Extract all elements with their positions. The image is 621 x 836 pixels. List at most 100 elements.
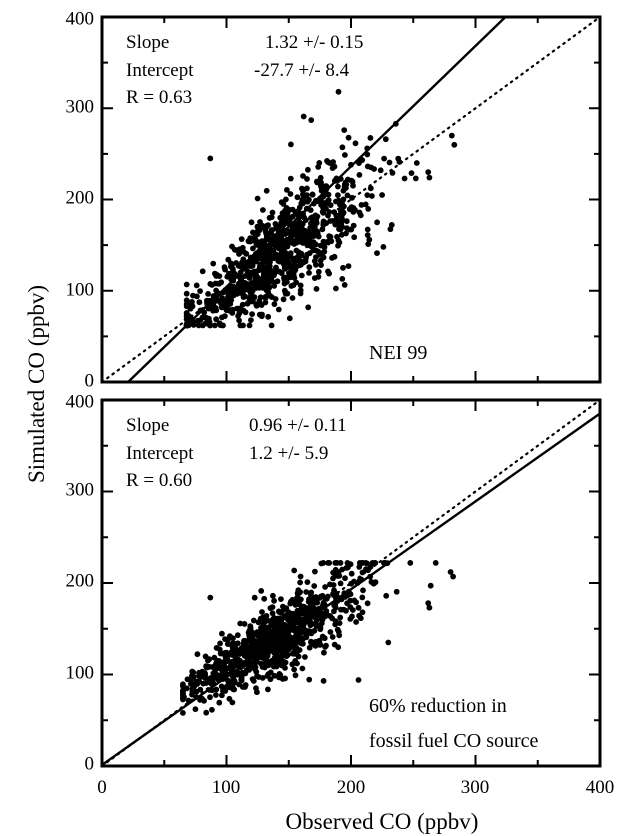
panel-top-ytick-0: 0 [85,370,95,391]
data-point [216,646,223,653]
data-point [264,617,271,624]
data-point [286,315,293,322]
data-point [285,208,291,215]
panel-top-annotation: NEI 99 [369,342,427,364]
data-point [258,632,265,639]
data-point [249,311,256,317]
data-point [237,620,244,627]
data-point [296,262,303,269]
data-point [272,221,279,227]
data-point [256,643,262,650]
data-point [294,194,301,201]
data-point [244,300,251,307]
data-point [249,288,256,294]
data-point [247,235,254,242]
data-point [259,277,265,284]
data-point [321,649,327,656]
data-point [189,668,196,675]
data-point [377,167,384,174]
data-point [372,579,379,586]
data-point [352,140,359,147]
data-point [199,668,206,675]
data-point [258,313,265,320]
panel-bottom-slope-label: Slope [126,415,169,436]
data-point [245,637,251,644]
data-point [183,281,190,288]
data-point [297,579,303,586]
data-point [312,639,319,645]
data-point [413,160,420,166]
data-point [274,278,281,285]
data-point [280,296,287,303]
data-point [383,592,390,599]
data-point [432,560,439,566]
data-point [386,159,393,166]
data-point [246,667,253,673]
data-point [248,219,255,226]
data-point [340,196,347,203]
data-point [241,621,248,627]
data-point [278,199,285,206]
data-point [329,634,336,640]
data-point [338,231,345,238]
data-point [326,270,332,277]
data-point [211,654,218,661]
data-point [216,699,223,706]
data-point [296,589,303,596]
data-point [277,615,284,622]
data-point [357,615,364,622]
data-point [342,575,348,582]
panel-bottom-ytick-300: 300 [66,479,95,500]
data-point [287,253,294,259]
data-point [309,191,316,198]
data-point [280,645,286,651]
data-point [311,583,318,589]
data-point [240,322,246,329]
data-point [300,113,307,120]
data-point [248,317,254,323]
data-point [299,610,306,617]
data-point [317,182,324,189]
data-point [340,264,346,271]
data-point [333,285,339,292]
data-point [357,212,364,219]
data-point [338,218,345,225]
data-point [256,266,263,272]
data-point [247,623,254,630]
data-point [304,579,311,585]
data-point [212,322,218,329]
data-point [275,642,282,649]
data-point [320,254,327,261]
data-point [290,267,297,274]
data-point [447,569,454,575]
data-point [265,313,272,320]
data-point [300,173,306,179]
data-point [197,317,204,323]
data-point [299,185,305,192]
data-point [310,597,316,604]
data-point [355,677,362,683]
data-point [218,300,224,307]
data-point [295,653,302,660]
data-point [333,198,339,205]
panel-bottom-ytick-200: 200 [66,570,95,591]
data-point [364,192,371,199]
data-point [358,202,365,208]
panel-top-marks [100,15,602,384]
data-point [213,316,220,323]
data-point [249,676,256,682]
data-point [350,222,357,229]
data-point [321,239,328,246]
data-point [266,271,273,278]
data-point [306,270,312,276]
data-point [289,650,296,657]
data-point [408,170,415,177]
data-point [350,205,357,211]
data-point [359,609,366,616]
data-point [348,177,355,184]
data-point [263,231,270,237]
panel-bottom-xtick-200: 200 [337,777,366,798]
data-point [299,603,306,610]
data-point [347,591,354,598]
data-point [425,600,432,606]
